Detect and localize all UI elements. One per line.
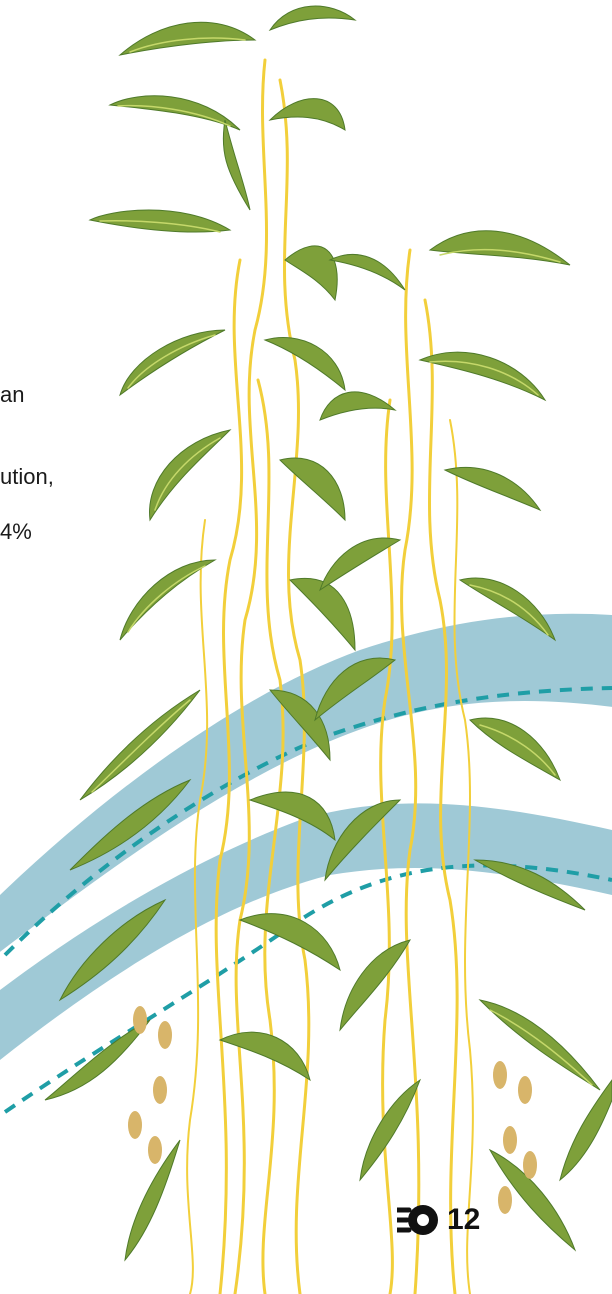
leaves-right	[314, 230, 612, 1252]
seeds	[128, 1006, 537, 1214]
text-fragment-2: ution,	[0, 464, 54, 489]
leaf-veins	[91, 37, 593, 1086]
page-number: 12	[447, 1203, 481, 1236]
text-fragment-1: an	[0, 382, 25, 407]
text-fragment-3: 4%	[0, 519, 32, 544]
river-bands	[0, 613, 612, 1060]
page-badge: 12	[397, 1200, 480, 1240]
leaves-left	[44, 5, 357, 1262]
emblem-icon	[397, 1205, 438, 1235]
